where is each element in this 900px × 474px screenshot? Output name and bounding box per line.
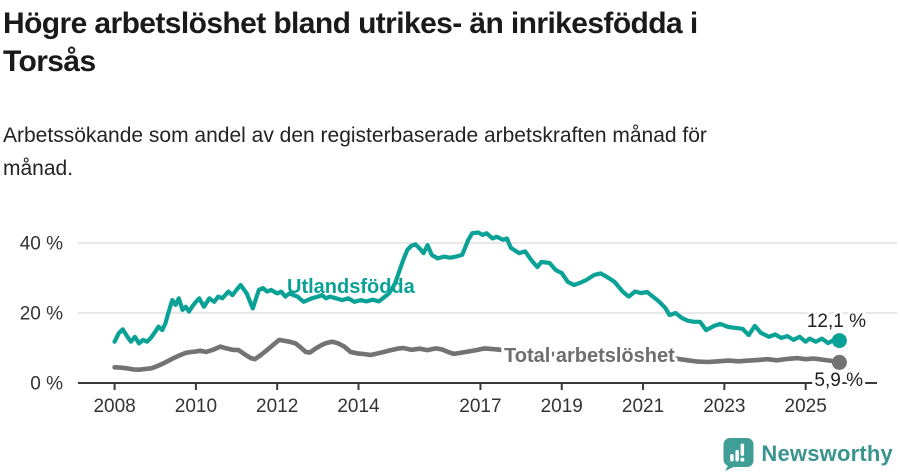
series-label-total-arbetsloshet: Total arbetslöshet xyxy=(504,345,675,367)
series-end-dot-utlandsfodda xyxy=(831,333,847,349)
page-title-line1: Högre arbetslöshet bland utrikes- än inr… xyxy=(3,7,698,40)
end-value-label-utlandsfodda: 12,1 % xyxy=(807,311,866,332)
x-tick-label: 2014 xyxy=(337,396,380,417)
newsworthy-pin-barchart-icon xyxy=(723,438,754,471)
x-tick-label: 2019 xyxy=(541,396,583,417)
series-end-dot-total-arbetsloshet xyxy=(831,354,847,370)
x-axis-ticks: 2008 2010 2012 2014 2017 2019 2021 2023 2025 xyxy=(93,383,827,417)
page-title: Högre arbetslöshet bland utrikes- än inr… xyxy=(3,5,863,81)
logo-exclamation-dot xyxy=(740,457,745,462)
series-line-utlandsfodda xyxy=(112,230,842,346)
x-tick-label: 2010 xyxy=(175,396,217,417)
logo-exclamation-stem xyxy=(741,443,745,456)
y-tick-label: 0 % xyxy=(30,374,63,395)
page-subtitle-line2: månad. xyxy=(3,157,74,180)
x-tick-label: 2017 xyxy=(459,396,501,417)
y-axis-labels: 0 % 20 % 40 % xyxy=(20,234,63,395)
x-tick-label: 2008 xyxy=(93,396,135,417)
newsworthy-logo-text: Newsworthy xyxy=(761,441,893,466)
logo-bar-1 xyxy=(730,454,735,462)
series-label-utlandsfodda: Utlandsfödda xyxy=(287,276,416,298)
x-tick-label: 2021 xyxy=(622,396,664,417)
x-tick-label: 2023 xyxy=(703,396,745,417)
page-subtitle-line1: Arbetssökande som andel av den registerb… xyxy=(3,124,707,147)
y-tick-label: 20 % xyxy=(20,304,63,325)
logo-bar-2 xyxy=(735,450,740,462)
series-line-total-arbetsloshet xyxy=(112,337,842,373)
page-subtitle: Arbetssökande som andel av den registerb… xyxy=(3,119,863,185)
newsworthy-logo[interactable]: Newsworthy xyxy=(722,437,893,471)
page-title-line2: Torsås xyxy=(3,45,96,78)
x-tick-label: 2012 xyxy=(256,396,298,417)
end-value-label-total-arbetsloshet: 5,9 % xyxy=(814,370,863,391)
y-tick-label: 40 % xyxy=(20,234,63,255)
x-tick-label: 2025 xyxy=(785,396,827,417)
grid-layer xyxy=(78,242,897,384)
